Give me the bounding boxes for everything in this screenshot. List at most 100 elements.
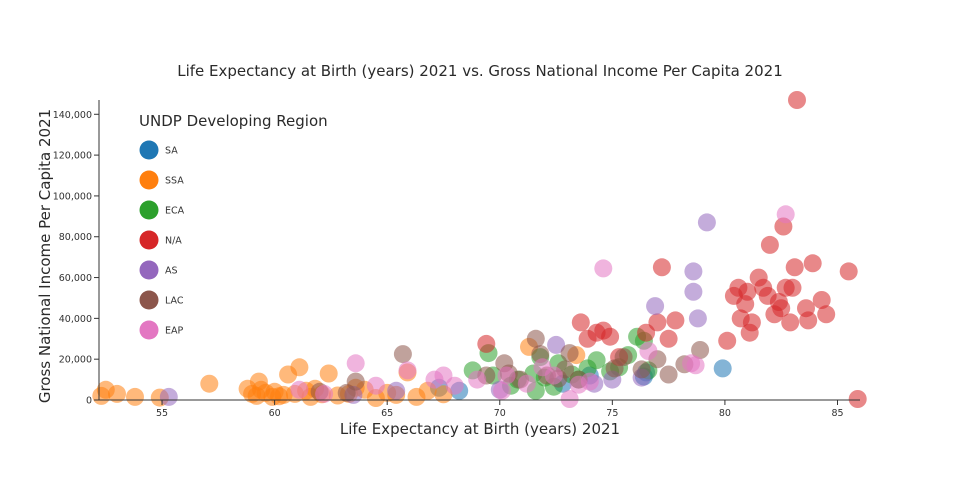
data-point[interactable] <box>632 360 651 379</box>
y-tick-label: 60,000 <box>59 273 92 284</box>
legend-label: AS <box>165 266 178 277</box>
data-point[interactable] <box>526 329 545 348</box>
x-tick-label: 75 <box>606 408 618 419</box>
data-point[interactable] <box>445 376 464 395</box>
data-point[interactable] <box>639 342 658 360</box>
legend-marker <box>139 170 159 190</box>
data-point[interactable] <box>659 365 678 384</box>
data-point[interactable] <box>742 313 761 332</box>
data-point[interactable] <box>776 205 795 224</box>
data-point[interactable] <box>560 344 579 363</box>
data-point[interactable] <box>547 335 566 354</box>
data-point[interactable] <box>544 366 563 385</box>
x-tick-label: 80 <box>719 408 731 419</box>
data-point[interactable] <box>614 348 633 367</box>
legend-item[interactable]: EAP <box>139 320 184 340</box>
y-tick-label: 0 <box>86 396 92 407</box>
legend-label: SA <box>165 146 178 157</box>
data-point[interactable] <box>652 258 671 277</box>
data-point[interactable] <box>760 235 779 254</box>
data-point[interactable] <box>601 327 620 346</box>
data-point[interactable] <box>688 309 707 328</box>
legend-marker <box>139 320 159 340</box>
data-point[interactable] <box>684 282 703 301</box>
data-points <box>92 91 867 408</box>
y-tick-label: 140,000 <box>53 110 92 121</box>
data-point[interactable] <box>108 384 126 403</box>
data-point[interactable] <box>785 258 804 277</box>
data-point[interactable] <box>684 262 703 281</box>
data-point[interactable] <box>713 359 732 378</box>
legend-label: SSA <box>165 176 184 187</box>
data-point[interactable] <box>387 381 406 400</box>
data-point[interactable] <box>319 364 338 383</box>
legend-item[interactable]: ECA <box>139 200 185 220</box>
data-point[interactable] <box>718 331 737 350</box>
data-point[interactable] <box>666 311 685 330</box>
data-point[interactable] <box>803 254 822 273</box>
series-eap <box>290 205 795 408</box>
data-point[interactable] <box>560 390 579 408</box>
data-point[interactable] <box>580 372 599 391</box>
data-point[interactable] <box>200 374 219 393</box>
legend-label: ECA <box>165 206 185 217</box>
legend-item[interactable]: LAC <box>139 290 184 310</box>
data-point[interactable] <box>517 374 536 393</box>
data-point[interactable] <box>648 313 667 332</box>
legend-item[interactable]: N/A <box>139 230 183 250</box>
data-point[interactable] <box>799 311 818 330</box>
y-tick-label: 100,000 <box>53 191 92 202</box>
legend-item[interactable]: SA <box>139 140 179 160</box>
legend-marker <box>139 230 159 250</box>
y-tick-label: 120,000 <box>53 151 92 162</box>
legend-title: UNDP Developing Region <box>139 112 328 130</box>
data-point[interactable] <box>848 390 867 408</box>
legend-marker <box>139 290 159 310</box>
data-point[interactable] <box>398 361 417 380</box>
data-point[interactable] <box>697 213 716 232</box>
legend-item[interactable]: AS <box>139 260 178 280</box>
data-point[interactable] <box>594 259 613 278</box>
legend-item[interactable]: SSA <box>139 170 185 190</box>
legend-label: N/A <box>165 236 182 247</box>
data-point[interactable] <box>346 372 365 391</box>
data-point[interactable] <box>393 345 412 364</box>
data-point[interactable] <box>783 278 802 297</box>
data-point[interactable] <box>772 299 791 318</box>
data-point[interactable] <box>571 313 590 332</box>
data-point[interactable] <box>686 356 705 375</box>
x-tick-label: 55 <box>156 408 168 419</box>
data-point[interactable] <box>812 291 831 309</box>
legend[interactable]: UNDP Developing Region SA SSA ECA N/A AS LAC E… <box>139 112 328 340</box>
y-tick-label: 80,000 <box>59 232 92 243</box>
data-point[interactable] <box>366 376 385 395</box>
data-point[interactable] <box>738 282 757 301</box>
data-point[interactable] <box>788 91 806 109</box>
data-point[interactable] <box>587 351 606 370</box>
x-tick-label: 85 <box>831 408 843 419</box>
data-point[interactable] <box>159 387 178 406</box>
data-point[interactable] <box>646 297 665 316</box>
data-point[interactable] <box>817 305 836 324</box>
data-point[interactable] <box>659 329 678 348</box>
x-tick-label: 60 <box>269 408 281 419</box>
chart-title: Life Expectancy at Birth (years) 2021 vs… <box>177 62 783 80</box>
data-point[interactable] <box>290 358 309 377</box>
data-point[interactable] <box>781 313 800 332</box>
data-point[interactable] <box>315 384 334 403</box>
data-point[interactable] <box>468 370 487 389</box>
data-point[interactable] <box>497 366 516 385</box>
data-point[interactable] <box>691 341 710 359</box>
data-point[interactable] <box>126 387 144 406</box>
legend-label: LAC <box>165 296 184 307</box>
y-axis-title: Gross National Income Per Capita 2021 <box>36 109 54 403</box>
series-n-a <box>477 91 867 408</box>
data-point[interactable] <box>290 380 309 399</box>
legend-marker <box>139 260 159 280</box>
data-point[interactable] <box>493 381 511 400</box>
data-point[interactable] <box>477 334 496 353</box>
data-point[interactable] <box>839 262 858 281</box>
data-point[interactable] <box>346 354 365 373</box>
